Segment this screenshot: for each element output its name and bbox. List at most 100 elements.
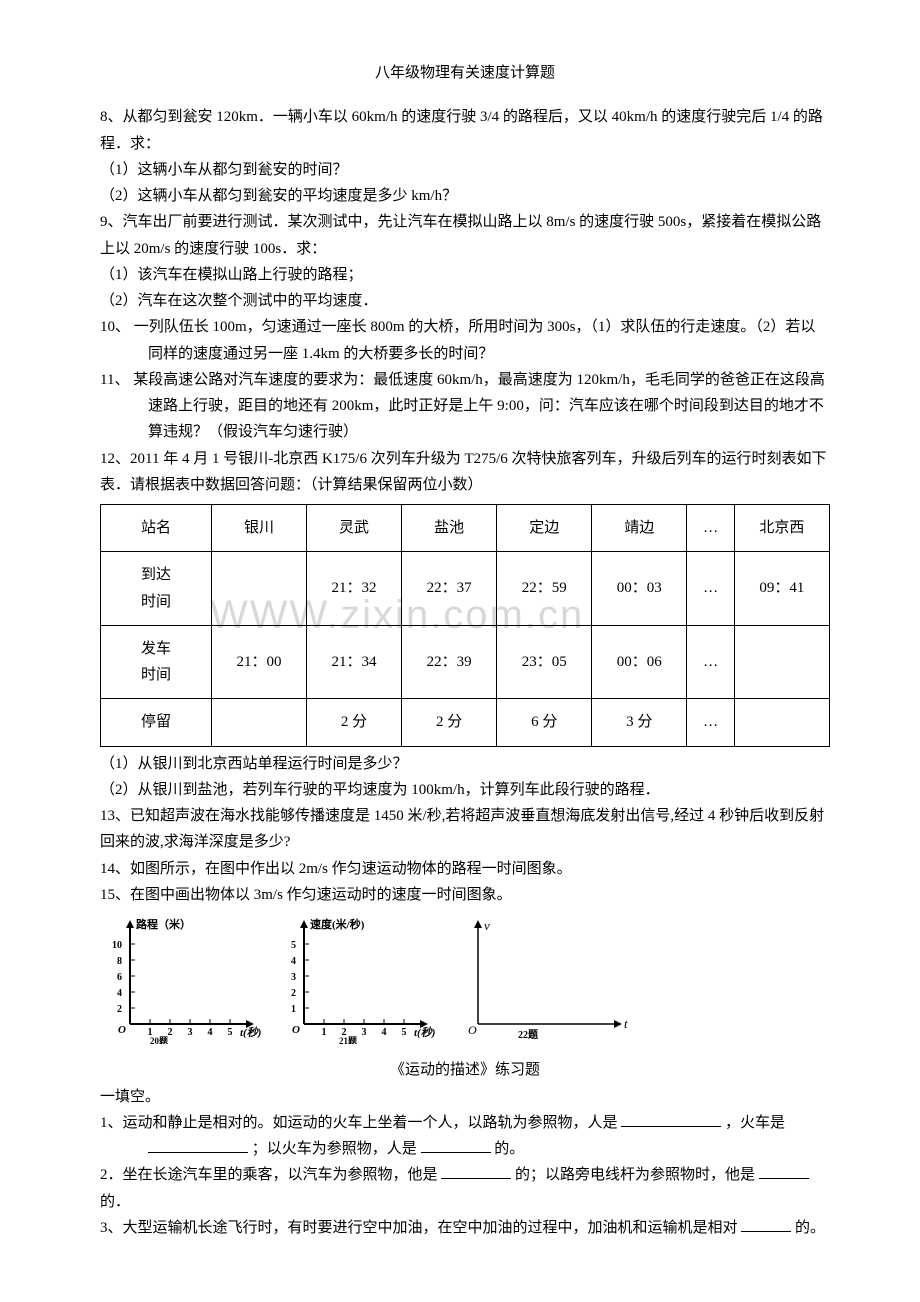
- q8-sub1: （1）这辆小车从都匀到瓮安的时间？: [100, 157, 830, 183]
- cell: 2 分: [307, 699, 402, 746]
- f1c: ；以火车为参照物，人是: [252, 1141, 417, 1157]
- cell: 00：03: [592, 552, 687, 626]
- blank: [759, 1163, 809, 1179]
- svg-text:6: 6: [117, 972, 122, 983]
- svg-text:4: 4: [381, 1027, 386, 1038]
- th-5: 靖边: [592, 505, 687, 552]
- cell: 22：39: [402, 625, 497, 699]
- row-arrive-label: 到达 时间: [101, 552, 212, 626]
- th-6: …: [687, 505, 735, 552]
- q9-sub1: （1）该汽车在模拟山路上行驶的路程；: [100, 262, 830, 288]
- f3b: 的。: [795, 1220, 825, 1236]
- svg-text:1: 1: [291, 1004, 296, 1015]
- blank: [621, 1111, 721, 1127]
- svg-text:5: 5: [228, 1027, 233, 1038]
- svg-text:t: t: [624, 1016, 628, 1031]
- q15: 15、在图中画出物体以 3m/s 作匀速运动时的速度一时间图象。: [100, 882, 830, 908]
- row-depart-label: 发车 时间: [101, 625, 212, 699]
- q11: 11、 某段高速公路对汽车速度的要求为：最低速度 60km/h，最高速度为 12…: [100, 367, 830, 446]
- svg-text:4: 4: [208, 1027, 213, 1038]
- svg-text:O: O: [118, 1024, 126, 1036]
- cell: …: [687, 552, 735, 626]
- th-3: 盐池: [402, 505, 497, 552]
- svg-text:2: 2: [291, 988, 296, 999]
- cell: …: [687, 625, 735, 699]
- cell: [734, 625, 829, 699]
- q12-sub1: （1）从银川到北京西站单程运行时间是多少？: [100, 751, 830, 777]
- cell: 2 分: [402, 699, 497, 746]
- q13: 13、已知超声波在海水找能够传播速度是 1450 米/秒,若将超声波垂直想海底发…: [100, 803, 830, 856]
- svg-text:O: O: [292, 1024, 300, 1036]
- f1a: 1、运动和静止是相对的。如运动的火车上坐着一个人，以路轨为参照物，人是: [100, 1115, 621, 1131]
- svg-text:4: 4: [117, 988, 122, 999]
- svg-text:20题: 20题: [150, 1036, 169, 1044]
- svg-text:速度(米/秒): 速度(米/秒): [310, 917, 365, 931]
- cell: [211, 699, 306, 746]
- cell: 21：00: [211, 625, 306, 699]
- cell: [734, 699, 829, 746]
- svg-text:22题: 22题: [518, 1029, 539, 1041]
- cell: 22：59: [497, 552, 592, 626]
- cell: 22：37: [402, 552, 497, 626]
- f1d: 的。: [494, 1141, 524, 1157]
- q14: 14、如图所示，在图中作出以 2m/s 作匀速运动物体的路程一时间图象。: [100, 856, 830, 882]
- f1b: ，火车是: [725, 1115, 785, 1131]
- th-7: 北京西: [734, 505, 829, 552]
- svg-text:5: 5: [401, 1027, 406, 1038]
- svg-text:t(秒): t(秒): [240, 1026, 261, 1039]
- q9-main: 9、汽车出厂前要进行测试．某次测试中，先让汽车在模拟山路上以 8m/s 的速度行…: [100, 209, 830, 262]
- th-4: 定边: [497, 505, 592, 552]
- row-stop-label: 停留: [101, 699, 212, 746]
- svg-text:10: 10: [112, 940, 122, 951]
- q12-main: 12、2011 年 4 月 1 号银川-北京西 K175/6 次列车升级为 T2…: [100, 446, 830, 499]
- blank: [421, 1137, 491, 1153]
- f2a: 2．坐在长途汽车里的乘客，以汽车为参照物，他是: [100, 1167, 438, 1183]
- svg-text:3: 3: [291, 972, 296, 983]
- q8-main: 8、从都匀到瓮安 120km．一辆小车以 60km/h 的速度行驶 3/4 的路…: [100, 104, 830, 157]
- timetable: 站名 银川 灵武 盐池 定边 靖边 … 北京西 到达 时间 21：32 22：3…: [100, 504, 830, 747]
- q12-sub2: （2）从银川到盐池，若列车行驶的平均速度为 100km/h，计算列车此段行驶的路…: [100, 777, 830, 803]
- blank: [741, 1216, 791, 1232]
- svg-text:v: v: [484, 918, 490, 933]
- fill-3: 3、大型运输机长途飞行时，有时要进行空中加油，在空中加油的过程中，加油机和运输机…: [100, 1215, 830, 1241]
- f2b: 的；以路旁电线杆为参照物时，他是: [515, 1167, 755, 1183]
- f3a: 3、大型运输机长途飞行时，有时要进行空中加油，在空中加油的过程中，加油机和运输机…: [100, 1220, 738, 1236]
- cell: 00：06: [592, 625, 687, 699]
- chart-distance-time: 2 4 6 8 10 1 2 3 4 5 O 路程（米） t(秒) 20题: [100, 914, 270, 1053]
- fill-2: 2．坐在长途汽车里的乘客，以汽车为参照物，他是 的；以路旁电线杆为参照物时，他是…: [100, 1162, 830, 1215]
- cell: 21：32: [307, 552, 402, 626]
- page-title: 八年级物理有关速度计算题: [100, 60, 830, 86]
- chart-axes-only: v t O 22题: [448, 914, 648, 1053]
- fill-1: 1、运动和静止是相对的。如运动的火车上坐着一个人，以路轨为参照物，人是 ，火车是…: [100, 1110, 830, 1163]
- svg-text:路程（米）: 路程（米）: [136, 917, 191, 931]
- cell: [211, 552, 306, 626]
- cell: …: [687, 699, 735, 746]
- figure-row: 2 4 6 8 10 1 2 3 4 5 O 路程（米） t(秒) 20题: [100, 914, 830, 1053]
- cell: 6 分: [497, 699, 592, 746]
- th-1: 银川: [211, 505, 306, 552]
- blank: [148, 1137, 248, 1153]
- svg-text:3: 3: [188, 1027, 193, 1038]
- cell: 3 分: [592, 699, 687, 746]
- blank: [441, 1163, 511, 1179]
- cell: 21：34: [307, 625, 402, 699]
- f2c: 的．: [100, 1194, 130, 1210]
- svg-text:4: 4: [291, 956, 296, 967]
- svg-text:8: 8: [117, 956, 122, 967]
- svg-text:O: O: [468, 1023, 477, 1037]
- cell: 23：05: [497, 625, 592, 699]
- th-station: 站名: [101, 505, 212, 552]
- svg-text:1: 1: [321, 1027, 326, 1038]
- q9-sub2: （2）汽车在这次整个测试中的平均速度．: [100, 288, 830, 314]
- section-title: 《运动的描述》练习题: [100, 1057, 830, 1083]
- chart-speed-time: 1 2 3 4 5 1 2 3 4 5 O 速度(米/秒) t(秒) 21题: [274, 914, 444, 1053]
- svg-text:2: 2: [117, 1004, 122, 1015]
- svg-text:2: 2: [168, 1027, 173, 1038]
- fill-heading: 一填空。: [100, 1084, 830, 1110]
- th-2: 灵武: [307, 505, 402, 552]
- svg-text:21题: 21题: [339, 1036, 358, 1044]
- cell: 09：41: [734, 552, 829, 626]
- q10: 10、 一列队伍长 100m，匀速通过一座长 800m 的大桥，所用时间为 30…: [100, 314, 830, 367]
- svg-text:3: 3: [361, 1027, 366, 1038]
- svg-text:t(秒): t(秒): [414, 1026, 435, 1039]
